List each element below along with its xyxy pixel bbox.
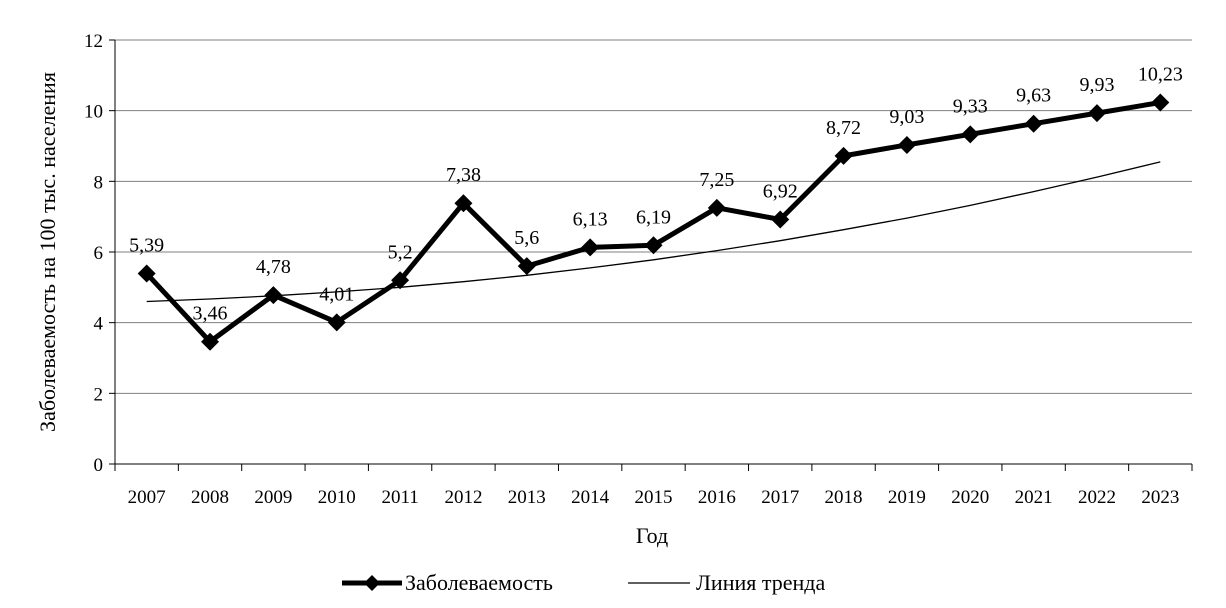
y-tick-label: 10 [84, 102, 103, 123]
data-label: 9,63 [1016, 85, 1051, 107]
data-markers [137, 93, 1170, 351]
axes [109, 39, 1193, 471]
x-tick-label: 2013 [508, 487, 546, 508]
data-point-marker [834, 146, 853, 165]
trend-line [146, 161, 1161, 303]
data-point-marker [1151, 93, 1170, 112]
data-point-marker [771, 210, 790, 229]
y-tick-label: 6 [94, 243, 104, 264]
data-point-marker [454, 194, 473, 213]
data-label: 6,92 [763, 180, 798, 202]
y-axis-title: Заболеваемость на 100 тыс. населения [35, 72, 60, 432]
y-tick-label: 8 [94, 172, 104, 193]
data-point-marker [1087, 104, 1106, 123]
x-tick-label: 2008 [191, 487, 229, 508]
x-axis-title: Год [636, 523, 668, 548]
legend-trend-label: Линия тренда [696, 570, 825, 595]
data-label: 9,93 [1079, 74, 1114, 96]
x-tick-label: 2016 [698, 487, 736, 508]
y-tick-label: 12 [84, 31, 103, 52]
x-tick-label: 2021 [1015, 487, 1053, 508]
x-tick-label: 2018 [825, 487, 863, 508]
data-label: 7,25 [699, 169, 734, 191]
data-point-marker [391, 271, 410, 290]
y-tick-label: 0 [94, 455, 104, 476]
data-point-marker [707, 198, 726, 217]
x-tick-labels: 2007 2008 2009 2010 2011 2012 2013 2014 2015 2016… [128, 487, 1180, 508]
data-label: 4,78 [256, 256, 291, 278]
data-point-marker [581, 238, 600, 257]
x-tick-label: 2010 [318, 487, 356, 508]
data-label: 8,72 [826, 117, 861, 139]
x-tick-label: 2015 [635, 487, 673, 508]
x-tick-label: 2014 [571, 487, 610, 508]
data-label: 10,23 [1138, 64, 1183, 86]
data-point-marker [264, 286, 283, 305]
x-tick-label: 2022 [1078, 487, 1116, 508]
data-label: 9,33 [953, 95, 988, 117]
data-point-marker [897, 135, 916, 154]
data-label: 6,13 [573, 208, 608, 230]
legend-incidence-label: Заболеваемость [405, 570, 553, 595]
data-label: 4,01 [319, 283, 354, 305]
data-labels: 5,39 3,46 4,78 4,01 5,2 7,38 5,6 6,13 6,19 7,25 6,… [129, 64, 1183, 325]
x-tick-label: 2012 [444, 487, 482, 508]
data-point-marker [961, 125, 980, 144]
data-label: 7,38 [446, 164, 481, 186]
data-label: 6,19 [636, 206, 671, 228]
data-point-marker [1024, 114, 1043, 133]
x-tick-label: 2017 [761, 487, 799, 508]
data-point-marker [137, 264, 156, 283]
y-tick-label: 4 [94, 314, 104, 335]
legend-item-trend: Линия тренда [628, 570, 825, 595]
data-label: 9,03 [889, 106, 924, 128]
data-point-marker [644, 236, 663, 255]
legend-item-incidence: Заболеваемость [342, 570, 553, 595]
data-point-marker [201, 332, 220, 351]
x-tick-label: 2023 [1141, 487, 1179, 508]
data-label: 5,2 [388, 241, 413, 263]
x-tick-label: 2009 [254, 487, 292, 508]
x-tick-label: 2007 [128, 487, 166, 508]
y-tick-label: 2 [94, 384, 104, 405]
data-point-marker [327, 313, 346, 332]
data-label: 5,39 [129, 235, 164, 257]
data-label: 5,6 [514, 227, 539, 249]
legend-diamond-icon [364, 575, 380, 591]
x-tick-label: 2019 [888, 487, 926, 508]
x-tick-label: 2011 [381, 487, 418, 508]
data-point-marker [517, 257, 536, 276]
legend: Заболеваемость Линия тренда [342, 570, 825, 595]
data-label: 3,46 [193, 303, 228, 325]
x-tick-label: 2020 [951, 487, 989, 508]
y-tick-labels: 0 2 4 6 8 10 12 [84, 31, 104, 476]
